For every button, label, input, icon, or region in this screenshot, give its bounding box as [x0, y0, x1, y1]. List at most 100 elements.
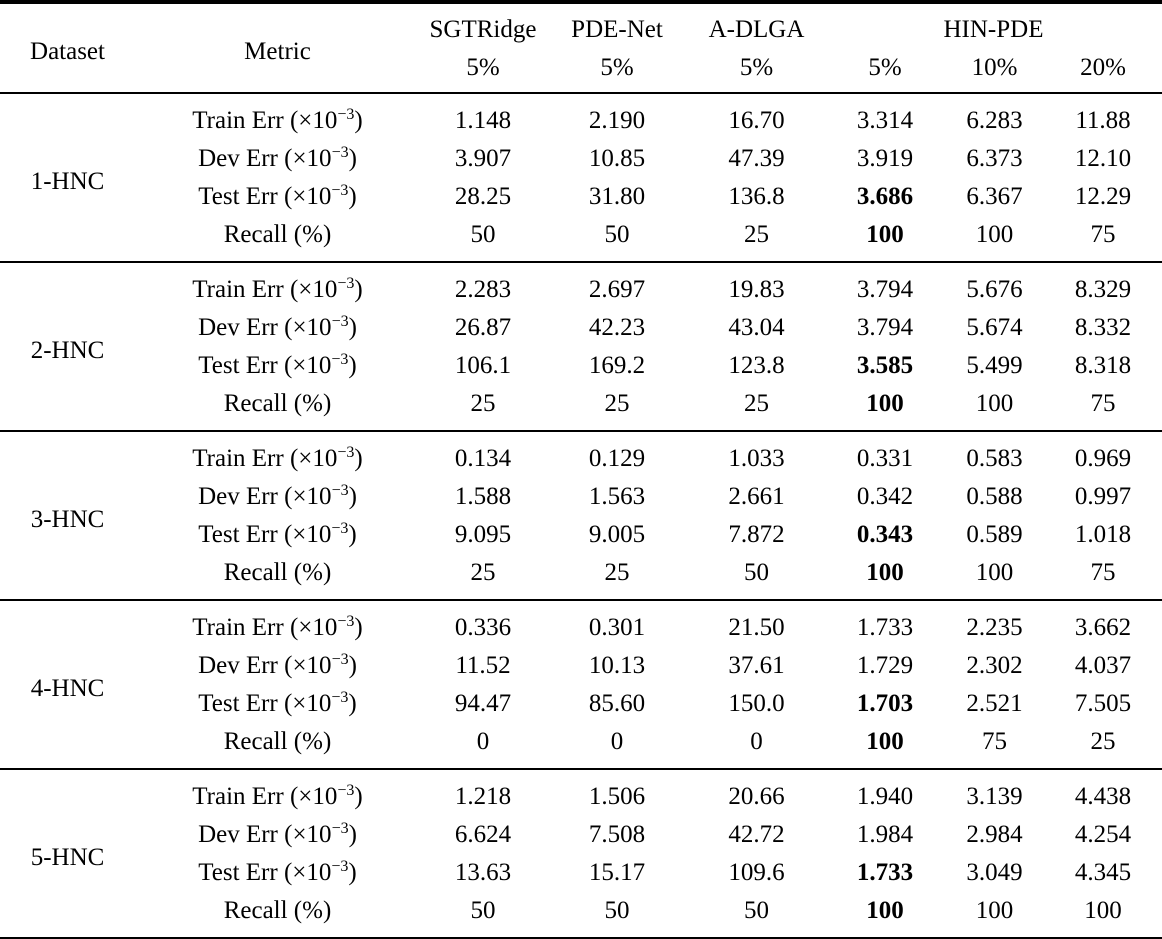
value-cell: 4.254 [1074, 821, 1132, 848]
value-cell: 10.85 [588, 145, 646, 172]
value-cell: 2.302 [966, 652, 1023, 679]
value-cell: 0.583 [966, 445, 1023, 472]
value-cell: 2.697 [588, 276, 646, 303]
header-row-percentages: 5% 5% 5% 5% 10% 20% [0, 49, 1162, 93]
value-cell: 10.13 [588, 652, 646, 679]
metric-exponent: −3 [337, 782, 355, 800]
value-cell: 50 [744, 897, 769, 924]
value-cell: 3.662 [1074, 614, 1132, 641]
value-cell: 0.589 [966, 521, 1023, 548]
metric-label: Dev Err (×10−3) [198, 313, 357, 341]
header-method-pdenet: PDE-Net [571, 16, 663, 43]
value-cell: 26.87 [454, 314, 512, 341]
value-cell: 3.314 [856, 107, 914, 134]
value-cell: 5.674 [966, 314, 1023, 341]
metric-exponent: −3 [331, 144, 349, 162]
value-cell: 1.588 [454, 483, 512, 510]
metric-exponent: −3 [337, 106, 355, 124]
table-row: Dev Err (×10−3) 6.624 7.508 42.72 1.984 2.984… [0, 816, 1162, 854]
table-row: Test Err (×10−3) 28.25 31.80 136.8 3.686 6.36… [0, 178, 1162, 216]
value-cell: 1.506 [588, 783, 646, 810]
value-cell: 20.66 [728, 783, 785, 810]
value-cell: 1.033 [728, 445, 785, 472]
value-cell: 42.23 [588, 314, 646, 341]
value-cell: 1.563 [588, 483, 646, 510]
value-cell: 2.283 [454, 276, 512, 303]
value-cell: 31.80 [588, 183, 646, 210]
value-cell: 21.50 [728, 614, 785, 641]
value-cell: 75 [1090, 559, 1116, 586]
dataset-label: 5-HNC [30, 843, 105, 871]
metric-label: Test Err (×10−3) [198, 689, 357, 717]
metric-label: Train Err (×10−3) [192, 444, 363, 472]
value-cell: 25 [1090, 728, 1116, 755]
metric-label: Dev Err (×10−3) [198, 144, 357, 172]
value-cell: 75 [1090, 221, 1116, 248]
value-cell: 25 [744, 221, 769, 248]
value-cell: 28.25 [454, 183, 512, 210]
value-cell: 100 [866, 221, 904, 248]
value-cell: 25 [604, 390, 630, 417]
metric-label: Recall (%) [223, 390, 332, 417]
value-cell: 6.624 [454, 821, 512, 848]
value-cell: 19.83 [728, 276, 785, 303]
value-cell: 2.984 [966, 821, 1023, 848]
dataset-block: 4-HNC Train Err (×10−3) 0.336 0.301 21.50 1.7… [0, 600, 1162, 769]
metric-label: Train Err (×10−3) [192, 275, 363, 303]
metric-label: Train Err (×10−3) [192, 106, 363, 134]
value-cell: 136.8 [728, 183, 785, 210]
value-cell: 100 [975, 559, 1014, 586]
value-cell: 13.63 [454, 859, 512, 886]
header-hinpde-pct-5: 5% [868, 54, 902, 81]
value-cell: 3.139 [966, 783, 1023, 810]
table-row: Test Err (×10−3) 106.1 169.2 123.8 3.585 5.49… [0, 347, 1162, 385]
header-hinpde-pct-10: 10% [971, 54, 1018, 81]
value-cell: 11.88 [1075, 107, 1131, 134]
value-cell: 3.049 [966, 859, 1023, 886]
metric-label: Dev Err (×10−3) [198, 820, 357, 848]
value-cell: 25 [604, 559, 630, 586]
metric-exponent: −3 [337, 613, 355, 631]
dataset-label: 4-HNC [30, 674, 105, 702]
table-row: Dev Err (×10−3) 11.52 10.13 37.61 1.729 2.302… [0, 647, 1162, 685]
value-cell: 1.940 [856, 783, 914, 810]
value-cell: 0.342 [856, 483, 914, 510]
value-cell: 9.005 [588, 521, 646, 548]
metric-exponent: −3 [337, 444, 355, 462]
metric-exponent: −3 [331, 689, 349, 707]
value-cell: 100 [866, 559, 904, 586]
value-cell: 1.733 [856, 859, 914, 886]
value-cell: 1.148 [454, 107, 512, 134]
header-sgtridge-pct: 5% [466, 54, 500, 81]
header-method-sgtridge: SGTRidge [429, 16, 537, 43]
value-cell: 3.794 [856, 314, 914, 341]
table-row: 2-HNC Train Err (×10−3) 2.283 2.697 19.83 3.7… [0, 262, 1162, 364]
value-cell: 4.345 [1074, 859, 1132, 886]
value-cell: 94.47 [454, 690, 512, 717]
metric-exponent: −3 [331, 520, 349, 538]
metric-label: Test Err (×10−3) [198, 858, 357, 886]
header-row-methods: Dataset Metric SGTRidge PDE-Net A-DLGA H… [0, 2, 1162, 65]
table-row: Dev Err (×10−3) 3.907 10.85 47.39 3.919 6.373… [0, 140, 1162, 178]
value-cell: 1.984 [856, 821, 914, 848]
value-cell: 7.508 [588, 821, 646, 848]
metric-exponent: −3 [331, 858, 349, 876]
metric-exponent: −3 [331, 651, 349, 669]
metric-label: Dev Err (×10−3) [198, 482, 357, 510]
value-cell: 8.329 [1074, 276, 1132, 303]
value-cell: 0.588 [966, 483, 1023, 510]
value-cell: 3.794 [856, 276, 914, 303]
table-row: Recall (%) 50 50 25 100 100 75 [0, 216, 1162, 262]
metric-label: Dev Err (×10−3) [198, 651, 357, 679]
value-cell: 123.8 [728, 352, 785, 379]
dataset-block: 3-HNC Train Err (×10−3) 0.134 0.129 1.033 0.3… [0, 431, 1162, 600]
value-cell: 2.661 [728, 483, 785, 510]
metric-exponent: −3 [331, 313, 349, 331]
value-cell: 42.72 [728, 821, 785, 848]
header-dataset: Dataset [30, 37, 105, 65]
table-row: Recall (%) 25 25 50 100 100 75 [0, 554, 1162, 600]
value-cell: 6.373 [966, 145, 1023, 172]
value-cell: 100 [866, 390, 904, 417]
value-cell: 50 [744, 559, 769, 586]
value-cell: 25 [470, 390, 496, 417]
